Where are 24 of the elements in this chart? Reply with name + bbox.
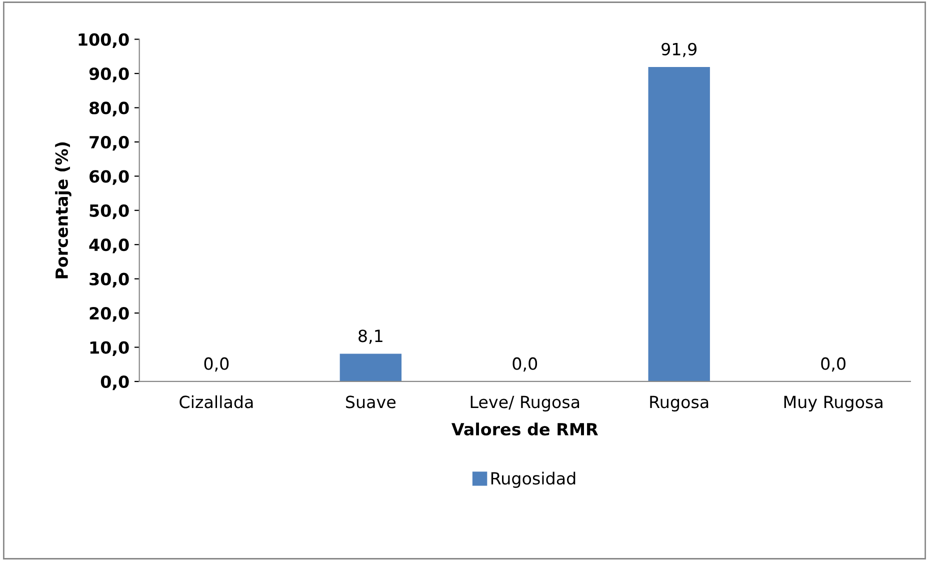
y-tick-label: 100,0: [78, 33, 129, 48]
y-tick-label: 60,0: [90, 170, 129, 185]
legend-label: Rugosidad: [491, 472, 576, 488]
x-axis-title: Valores de RMR: [452, 422, 598, 436]
y-tick-label: 0,0: [100, 375, 129, 390]
x-tick-label: Rugosa: [650, 396, 708, 412]
x-tick-label: Cizallada: [180, 395, 253, 408]
y-tick-label: 70,0: [90, 136, 129, 151]
y-tick-label: 50,0: [90, 204, 129, 220]
y-axis-title: Porcentaje (%): [55, 142, 72, 278]
x-tick-label: Leve/ Rugosa: [470, 396, 580, 412]
y-tick-label: 90,0: [89, 67, 129, 82]
y-tick-label: 30,0: [90, 272, 129, 288]
x-tick-label: Muy Rugosa: [784, 396, 882, 412]
x-tick-label: Suave: [346, 396, 396, 408]
data-label: 91,9: [662, 42, 696, 58]
data-label: 0,0: [204, 357, 229, 372]
y-tick-label: 40,0: [89, 238, 129, 254]
y-tick-label: 10,0: [90, 341, 129, 356]
data-label: 8,1: [358, 330, 382, 344]
data-label: 0,0: [512, 357, 538, 372]
y-tick-label: 80,0: [90, 102, 129, 116]
y-tick-label: 20,0: [90, 307, 129, 322]
data-label: 0,0: [821, 357, 846, 372]
